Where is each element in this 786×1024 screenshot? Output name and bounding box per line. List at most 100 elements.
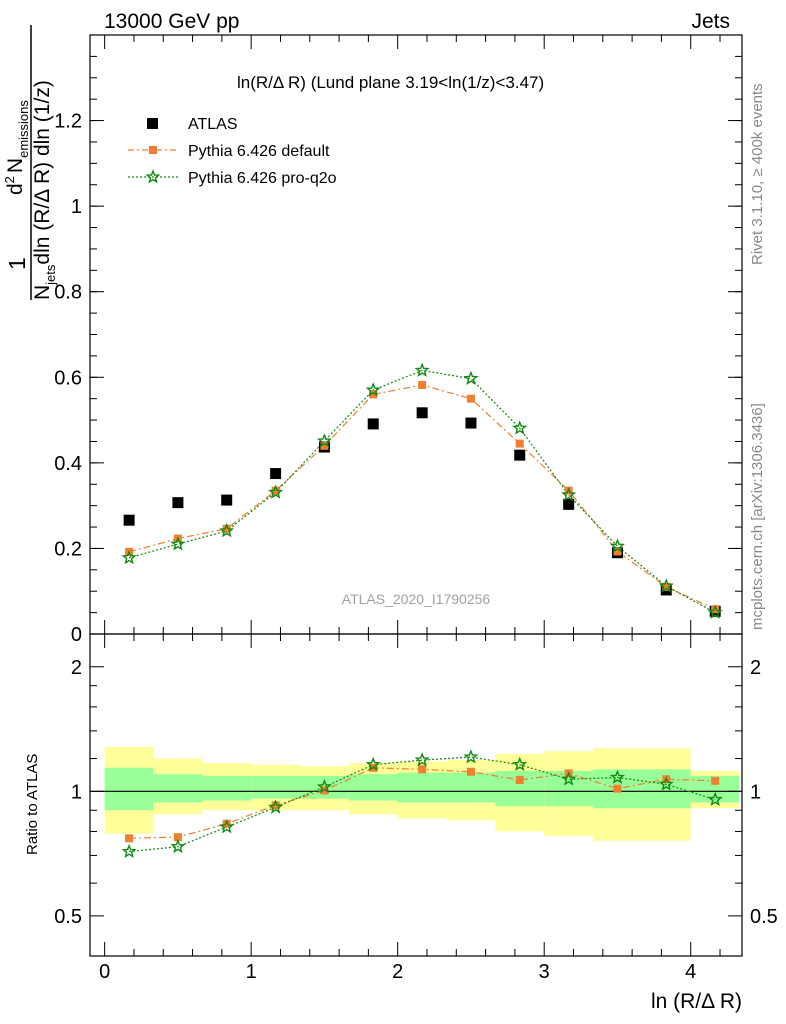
band-inner-bin — [348, 774, 398, 801]
main-series-line — [128, 369, 716, 614]
main-data-point — [123, 514, 135, 526]
main-data-point — [515, 439, 524, 448]
main-data-point — [662, 582, 671, 591]
legend-default-label: Pythia 6.426 default — [188, 143, 330, 160]
legend-atlas-marker — [147, 118, 158, 129]
ylabel-numerator: d2Nemissions — [2, 100, 31, 195]
chart-title: ln(R/Δ R) (Lund plane 3.19<ln(1/z)<3.47) — [237, 73, 544, 92]
ratio-data-point — [463, 749, 479, 764]
ratio-data-point — [121, 843, 137, 859]
main-data-point — [367, 418, 379, 430]
ratio-data-point — [365, 756, 381, 772]
ratio-data-point — [219, 819, 235, 834]
main-data-point — [121, 549, 137, 565]
ratio-data-point — [609, 769, 625, 784]
ratio-ytick-label-right: 0.5 — [750, 906, 778, 928]
data-points — [121, 362, 723, 859]
main-series-line — [128, 384, 716, 610]
main-data-point — [369, 390, 378, 399]
ratio-data-point — [658, 776, 674, 791]
band-inner-bin — [397, 772, 447, 803]
band-inner-bin — [153, 774, 203, 803]
main-data-point — [316, 433, 332, 448]
main-data-point — [222, 524, 231, 533]
main-data-point — [219, 522, 235, 538]
band-inner-bin — [104, 767, 154, 811]
main-data-point — [268, 484, 284, 499]
xtick-label: 1 — [246, 961, 257, 983]
axes: 0 0.2 0.4 0.6 0.8 1 1.2 0.5 0.5 1 1 2 2 0 1 2 3 4 — [54, 34, 778, 983]
ratio-data-point — [418, 765, 427, 774]
main-data-point — [609, 538, 625, 553]
ratio-data-point — [320, 786, 329, 795]
main-ytick-label: 0 — [71, 624, 82, 646]
ratio-data-point — [268, 799, 284, 814]
ratio-frame — [89, 633, 743, 957]
analysis-watermark: ATLAS_2020_I1790256 — [342, 591, 491, 607]
ratio-ytick-label-right: 1 — [750, 781, 761, 803]
ylabel-denominator: Njetsdln (R/Δ R) dln (1/z) — [31, 80, 58, 300]
main-data-point — [172, 497, 184, 509]
main-data-point — [711, 605, 720, 614]
main-data-point — [221, 494, 233, 506]
ratio-data-point — [707, 791, 723, 807]
ratio-ytick-label: 1 — [71, 781, 82, 803]
band-inner-bin — [446, 772, 496, 803]
main-data-point — [463, 370, 479, 385]
xtick-label: 2 — [392, 961, 403, 983]
legend: ATLAS Pythia 6.426 default Pythia 6.426 … — [128, 116, 337, 187]
ratio-data-point — [515, 776, 524, 785]
xtick-label: 0 — [99, 961, 110, 983]
main-data-point — [271, 486, 280, 495]
ratio-data-point — [561, 771, 577, 786]
main-data-point — [707, 604, 723, 620]
mcplots-label: mcplots.cern.ch [arXiv:1306.3436] — [749, 403, 766, 630]
main-ytick-label: 0.8 — [54, 282, 82, 304]
main-data-point — [465, 417, 477, 429]
ratio-data-point — [414, 752, 430, 767]
main-data-point — [613, 547, 622, 556]
ratio-data-point — [711, 776, 720, 785]
main-data-point — [414, 362, 430, 377]
legend-default-marker — [149, 146, 157, 154]
ratio-ylabel: Ratio to ATLAS — [24, 754, 41, 855]
ratio-data-point — [512, 756, 528, 772]
main-ylabel: 1 d2Nemissions Njetsdln (R/Δ R) dln (1/z… — [2, 25, 58, 300]
main-ytick-label: 1 — [71, 196, 82, 218]
legend-proq2o-label: Pythia 6.426 pro-q2o — [188, 170, 337, 187]
ratio-data-point — [170, 838, 186, 854]
main-data-point — [561, 487, 577, 502]
main-ytick-label: 0.4 — [54, 453, 82, 475]
ratio-data-point — [222, 819, 231, 828]
xtick-label: 3 — [539, 961, 550, 983]
ratio-data-point — [271, 801, 280, 810]
main-data-point — [658, 578, 674, 593]
main-data-point — [170, 536, 186, 551]
ratio-data-point — [125, 834, 134, 843]
header-jets-label: Jets — [691, 10, 730, 33]
ratio-ytick-label: 0.5 — [54, 906, 82, 928]
main-data-point — [563, 498, 575, 510]
main-ytick-label: 0.2 — [54, 538, 82, 560]
ylabel-numerator-one: 1 — [4, 257, 30, 270]
main-data-point — [365, 382, 381, 397]
main-data-point — [512, 420, 528, 435]
main-ytick-label: 1.2 — [54, 111, 82, 133]
main-data-point — [418, 380, 427, 389]
ratio-data-point — [613, 784, 622, 793]
main-data-point — [320, 441, 329, 450]
ratio-ytick-label-right: 2 — [750, 657, 761, 679]
xtick-label: 4 — [685, 961, 696, 983]
rivet-version-label: Rivet 3.1.10, ≥ 400k events — [749, 83, 766, 265]
main-data-point — [514, 449, 526, 461]
uncertainty-bands — [90, 746, 742, 841]
band-inner-bin — [202, 775, 252, 801]
ratio-data-point — [466, 767, 475, 776]
main-data-point — [270, 468, 282, 480]
legend-atlas-label: ATLAS — [188, 116, 238, 133]
ratio-ytick-label: 2 — [71, 657, 82, 679]
band-inner-bin — [251, 775, 300, 799]
main-data-point — [466, 394, 475, 403]
legend-proq2o-marker — [145, 169, 161, 184]
